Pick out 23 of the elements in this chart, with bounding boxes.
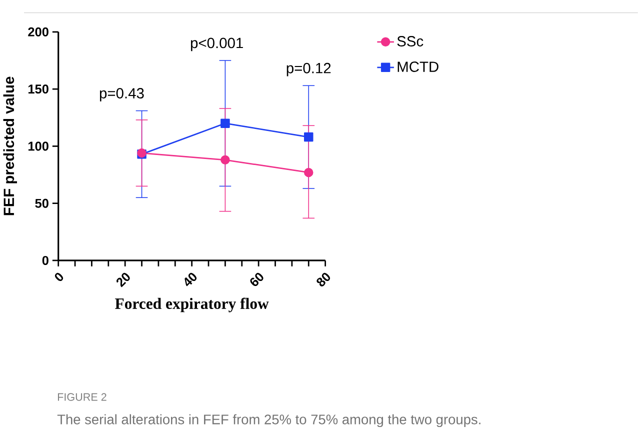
point <box>220 118 230 128</box>
y-tick-label: 0 <box>42 256 48 265</box>
text: The serial alterations in FEF from 25% to 75% among the two groups. <box>57 414 480 427</box>
x-tick-label: 80 <box>316 272 330 286</box>
annotation: p=0.43 <box>100 88 144 102</box>
point <box>220 155 230 164</box>
legend-label: SSc <box>397 36 424 46</box>
y-tick-label: 200 <box>28 27 48 36</box>
y-tick-label: 100 <box>28 142 48 151</box>
caption: FIGURE 2 <box>58 393 106 401</box>
legend-label: MCTD <box>398 61 438 72</box>
x-axis-title: Forced expiratory flow <box>115 298 269 312</box>
x-tick-label: 0 <box>54 272 64 281</box>
annotation: p=0.12 <box>286 62 331 76</box>
annotation: p<0.001 <box>190 38 243 51</box>
point <box>304 132 314 142</box>
x-tick-label: 60 <box>250 272 264 286</box>
x-tick-label: 20 <box>116 272 130 288</box>
point <box>304 168 314 177</box>
y-tick-label: 150 <box>28 84 48 94</box>
x-tick-label: 40 <box>184 272 197 286</box>
y-tick-label: 50 <box>35 198 48 208</box>
y-axis-title: FEF predicted value <box>3 76 17 216</box>
